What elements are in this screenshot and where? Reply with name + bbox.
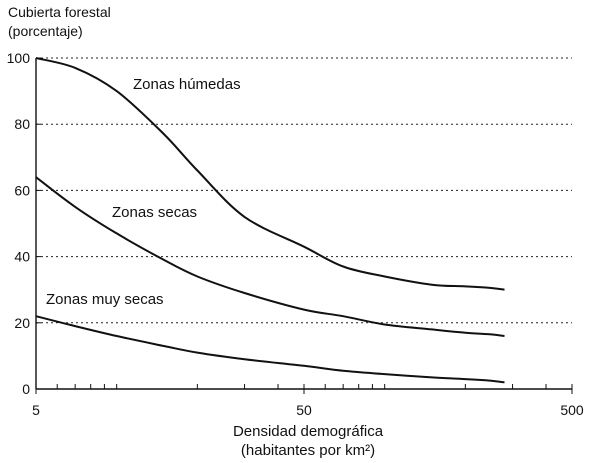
x-axis-label-line-2: (habitantes por km²) (241, 442, 375, 459)
gridlines (36, 57, 572, 324)
y-axis-label-line-2: (porcentaje) (8, 23, 83, 39)
curve-zonas-muy-secas (35, 315, 505, 384)
y-tick-label-100: 100 (7, 50, 31, 66)
x-axis-label-line-1: Densidad demográfica (233, 423, 384, 440)
series-label-dry: Zonas secas (112, 204, 197, 221)
curve-zonas-humedas (35, 57, 505, 291)
series-label-humid: Zonas húmedas (133, 76, 241, 93)
series-label-very-dry: Zonas muy secas (46, 291, 164, 308)
y-tick-label-60: 60 (14, 182, 30, 198)
y-tick-label-0: 0 (22, 381, 30, 397)
curve-zonas-secas (35, 176, 505, 337)
tick-labels: 0 20 40 60 80 100 5 50 500 (7, 50, 584, 418)
x-tick-label-5: 5 (32, 402, 40, 418)
y-axis-label-line-1: Cubierta forestal (8, 4, 111, 20)
curves (35, 57, 505, 384)
y-tick-label-80: 80 (14, 116, 30, 132)
y-tick-label-20: 20 (14, 315, 30, 331)
x-tick-label-500: 500 (560, 402, 584, 418)
x-tick-label-50: 50 (296, 402, 312, 418)
y-tick-label-40: 40 (14, 249, 30, 265)
axes (35, 57, 573, 394)
